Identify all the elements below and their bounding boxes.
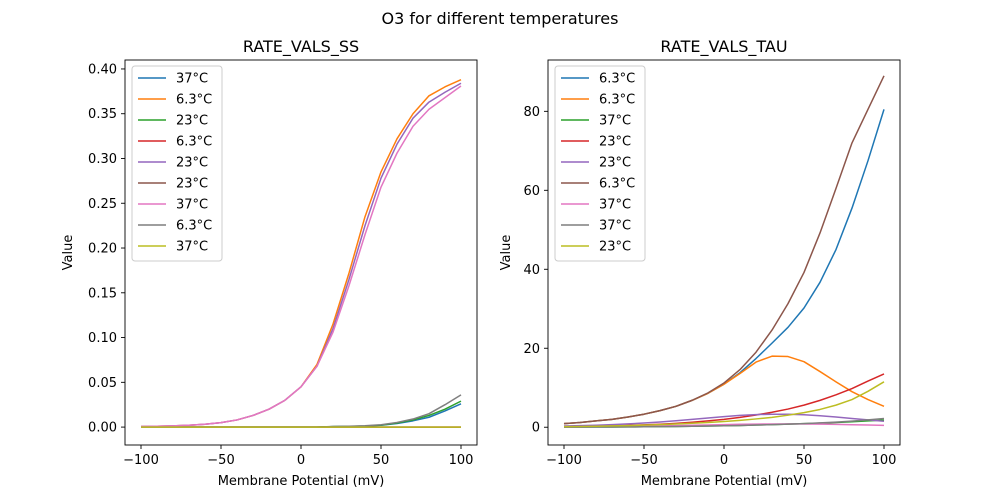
y-axis-label: Value <box>61 235 76 271</box>
x-axis-label: Membrane Potential (mV) <box>218 474 385 489</box>
series-lines <box>563 75 885 428</box>
y-tick-label: 0.30 <box>88 152 117 167</box>
series-lines <box>140 79 462 428</box>
x-tick-label: −100 <box>123 453 159 468</box>
legend: 37°C 6.3°C 23°C 6.3°C 23°C 23°C 37°C 6.3°C 37°C <box>131 65 223 262</box>
chart-panel-rate-vals-ss: RATE_VALS_SS −100 −50 0 50 100 0.00 0.05 0.10 0.1… <box>61 37 478 489</box>
x-tick-label: 100 <box>872 453 897 468</box>
y-tick-label: 0.05 <box>88 376 117 391</box>
x-axis-label: Membrane Potential (mV) <box>641 474 808 489</box>
series-line-8 <box>563 417 885 428</box>
legend-label: 6.3°C <box>176 93 212 108</box>
legend-label: 37°C <box>599 114 631 129</box>
y-tick-label: 0.25 <box>88 197 117 212</box>
y-tick-label: 80 <box>523 105 540 120</box>
x-tick-label: 0 <box>720 453 728 468</box>
legend-label: 6.3°C <box>599 72 635 87</box>
series-line-5 <box>563 413 885 427</box>
series-line-7 <box>140 85 462 428</box>
legend: 6.3°C 6.3°C 37°C 23°C 23°C 6.3°C 37°C 37°C 23°C <box>554 65 646 262</box>
chart-panel-rate-vals-tau: RATE_VALS_TAU −100 −50 0 50 100 0 20 40 60 80 Membr… <box>499 37 901 489</box>
y-axis-label: Value <box>499 235 514 271</box>
x-tick-label: 50 <box>796 453 813 468</box>
x-tick-label: −50 <box>207 453 234 468</box>
legend-label: 23°C <box>599 135 631 150</box>
legend-label: 23°C <box>176 156 208 171</box>
legend-label: 23°C <box>176 177 208 192</box>
x-tick-label: 100 <box>449 453 474 468</box>
x-tick-label: 0 <box>297 453 305 468</box>
legend-label: 6.3°C <box>599 93 635 108</box>
y-tick-label: 60 <box>523 184 540 199</box>
figure-suptitle: O3 for different temperatures <box>382 9 619 28</box>
chart-title: RATE_VALS_SS <box>243 37 359 57</box>
legend-label: 23°C <box>599 156 631 171</box>
y-tick-label: 0.40 <box>88 62 117 77</box>
x-tick-label: −100 <box>546 453 582 468</box>
legend-label: 6.3°C <box>176 219 212 234</box>
legend-label: 37°C <box>176 72 208 87</box>
legend-label: 37°C <box>599 219 631 234</box>
x-tick-label: 50 <box>373 453 390 468</box>
series-line-6 <box>563 75 885 425</box>
y-tick-label: 0 <box>532 421 540 436</box>
legend-label: 23°C <box>176 114 208 129</box>
legend-label: 23°C <box>599 240 631 255</box>
y-tick-label: 0.10 <box>88 331 117 346</box>
y-tick-label: 0.35 <box>88 107 117 122</box>
legend-box <box>131 65 223 262</box>
series-line-9 <box>563 381 885 428</box>
y-tick-label: 40 <box>523 263 540 278</box>
legend-label: 37°C <box>176 198 208 213</box>
x-tick-label: −50 <box>630 453 657 468</box>
chart-title: RATE_VALS_TAU <box>660 37 787 57</box>
legend-label: 6.3°C <box>599 177 635 192</box>
y-tick-label: 0.15 <box>88 286 117 301</box>
legend-box <box>554 65 646 262</box>
y-tick-label: 20 <box>523 342 540 357</box>
legend-label: 6.3°C <box>176 135 212 150</box>
legend-label: 37°C <box>176 240 208 255</box>
legend-label: 37°C <box>599 198 631 213</box>
y-tick-label: 0.20 <box>88 242 117 257</box>
y-tick-label: 0.00 <box>88 421 117 436</box>
